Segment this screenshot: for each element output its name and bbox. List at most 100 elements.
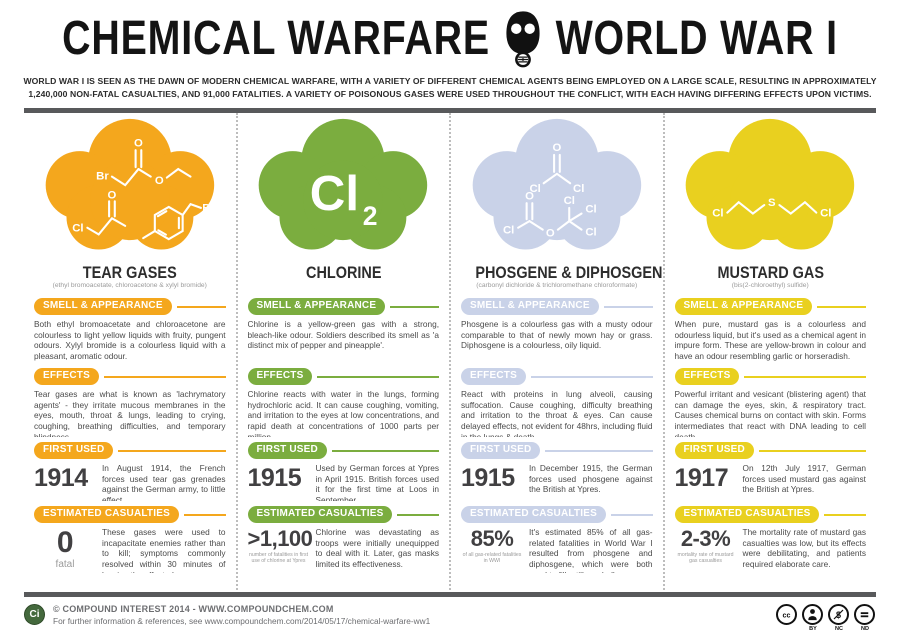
casualties-text: The mortality rate of mustard gas casual… <box>742 526 867 570</box>
casualties-row: 2-3% mortality rate of mustard gas casua… <box>675 526 867 573</box>
smell-section-header: SMELL & APPEARANCE <box>461 298 653 316</box>
column-phosgene: O Cl Cl Cl O O Cl <box>449 112 663 590</box>
footer-reference-url: For further information & references, se… <box>53 615 431 626</box>
effects-text: Tear gases are what is known as 'lachrym… <box>34 388 226 437</box>
cc-by-icon: BY <box>802 603 824 633</box>
first-used-section-header: FIRST USED <box>674 442 866 460</box>
casualties-text: It's estimated 85% of all gas-related fa… <box>529 526 653 573</box>
svg-text:Cl: Cl <box>72 222 83 234</box>
phosgene-cloud: O Cl Cl Cl O O Cl <box>461 117 653 259</box>
svg-text:Cl: Cl <box>713 207 724 219</box>
molecule-phosgene: O Cl Cl <box>529 142 584 195</box>
pill-line <box>824 513 866 517</box>
svg-text:Cl: Cl <box>820 207 831 219</box>
smell-text: Chlorine is a yellow-green gas with a st… <box>247 318 440 351</box>
casualties-row: 0 fatal These gases were used to incapac… <box>34 527 226 573</box>
pill-line <box>118 449 226 453</box>
casualties-section-header: ESTIMATED CASUALTIES <box>34 506 226 524</box>
casualties-stat: >1,100 number of fatalities in first use… <box>247 526 313 565</box>
svg-text:Cl: Cl <box>563 195 574 207</box>
footer: Ci © COMPOUND INTEREST 2014 - WWW.COMPOU… <box>0 597 900 633</box>
first-used-year: 1915 <box>247 463 302 492</box>
mustard-gas-cloud: Cl S Cl <box>675 117 867 259</box>
pill-line <box>603 305 653 309</box>
pill-line <box>817 305 866 309</box>
svg-text:S: S <box>768 197 776 209</box>
effects-section-header: EFFECTS <box>674 368 866 386</box>
column-title: CHLORINE <box>305 262 381 282</box>
pill-line <box>545 449 653 453</box>
molecule-chlorine-formula: Cl 2 <box>310 166 378 231</box>
first-used-row: 1915 Used by German forces at Ypres in A… <box>248 463 440 501</box>
effects-section-header: EFFECTS <box>247 368 439 386</box>
molecule-xylyl-bromide: Br <box>141 202 215 241</box>
casualties-row: >1,100 number of fatalities in first use… <box>248 527 440 573</box>
casualties-section-header: ESTIMATED CASUALTIES <box>674 506 866 524</box>
effects-section-header: EFFECTS <box>34 368 226 386</box>
effects-text: React with proteins in lung alveoli, cau… <box>461 388 653 437</box>
svg-text:Br: Br <box>96 170 109 182</box>
main-columns: Br O O Cl O <box>0 112 900 590</box>
first-used-text: In December 1915, the German forces used… <box>529 462 653 495</box>
pill-line <box>530 375 653 379</box>
effects-text: Powerful irritant and vesicant (blisteri… <box>674 388 867 437</box>
first-used-row: 1917 On 12th July 1917, German forces us… <box>675 463 867 501</box>
pill-line <box>176 305 226 309</box>
casualties-row: 85% of all gas-related fatalities in WWI… <box>461 527 653 573</box>
casualties-stat-caption: number of fatalities in first use of chl… <box>248 551 309 565</box>
svg-text:O: O <box>525 190 534 202</box>
column-subtitle: (bis(2-chloroethyl) sulfide) <box>731 281 809 289</box>
title-left: CHEMICAL WARFARE <box>62 12 490 65</box>
header-subtitle-line1: WORLD WAR I IS SEEN AS THE DAWN OF MODER… <box>23 76 877 86</box>
first-used-section-header: FIRST USED <box>247 442 439 460</box>
svg-text:Cl: Cl <box>585 203 596 215</box>
first-used-row: 1915 In December 1915, the German forces… <box>461 463 653 501</box>
svg-text:O: O <box>107 189 116 201</box>
footer-text: © COMPOUND INTEREST 2014 - WWW.COMPOUNDC… <box>53 604 430 626</box>
svg-text:O: O <box>552 142 561 154</box>
svg-text:O: O <box>546 227 555 239</box>
column-subtitle: (carbonyl dichloride & trichloromethane … <box>476 281 638 289</box>
pill-line <box>183 513 226 517</box>
svg-text:cc: cc <box>783 611 791 619</box>
pill-line <box>331 449 439 453</box>
header: CHEMICAL WARFARE WORLD WAR I WORLD WAR I… <box>0 0 900 101</box>
header-subtitle-line2: 1,240,000 NON-FATAL CASUALTIES, AND 91,0… <box>28 88 872 99</box>
svg-text:Br: Br <box>202 202 215 214</box>
pill-line <box>103 375 226 379</box>
first-used-text: Used by German forces at Ypres in April … <box>315 462 440 501</box>
smell-text: Both ethyl bromoacetate and chloroaceton… <box>34 318 226 362</box>
pill-line <box>610 513 653 517</box>
tear-gases-cloud: Br O O Cl O <box>34 117 226 259</box>
cc-nc-icon: $ NC <box>828 603 850 633</box>
first-used-section-header: FIRST USED <box>461 442 653 460</box>
pill-line <box>390 305 439 309</box>
pill-line <box>397 513 439 517</box>
casualties-section-header: ESTIMATED CASUALTIES <box>461 506 653 524</box>
column-chlorine: Cl 2 CHLORINE SMELL & APPEARANCE Chlorin… <box>235 112 450 590</box>
pill-line <box>317 375 439 379</box>
smell-section-header: SMELL & APPEARANCE <box>34 298 226 316</box>
column-title: PHOSGENE & DIPHOSGENE <box>475 262 663 282</box>
first-used-text: In August 1914, the French forces used t… <box>102 462 226 501</box>
svg-text:Cl: Cl <box>529 183 540 195</box>
svg-text:Cl: Cl <box>573 183 584 195</box>
column-tear-gases: Br O O Cl O <box>24 113 236 590</box>
molecule-chloroacetone: Cl O <box>72 189 127 236</box>
smell-section-header: SMELL & APPEARANCE <box>674 298 866 316</box>
first-used-text: On 12th July 1917, German forces used mu… <box>742 462 867 495</box>
column-title: TEAR GASES <box>82 262 177 282</box>
column-title: MUSTARD GAS <box>716 262 824 282</box>
molecule-ethyl-bromoacetate: Br O O <box>96 137 192 187</box>
cc-nd-icon: ND <box>854 603 876 633</box>
first-used-year: 1914 <box>34 463 88 492</box>
casualties-stat: 0 fatal <box>34 527 96 572</box>
first-used-row: 1914 In August 1914, the French forces u… <box>34 463 226 501</box>
header-subtitle: WORLD WAR I IS SEEN AS THE DAWN OF MODER… <box>0 75 900 101</box>
molecule-mustard-gas: Cl S Cl <box>713 197 832 219</box>
svg-text:O: O <box>155 175 164 187</box>
casualties-section-header: ESTIMATED CASUALTIES <box>247 506 439 524</box>
first-used-section-header: FIRST USED <box>34 442 226 460</box>
footer-divider-bar <box>24 591 876 597</box>
